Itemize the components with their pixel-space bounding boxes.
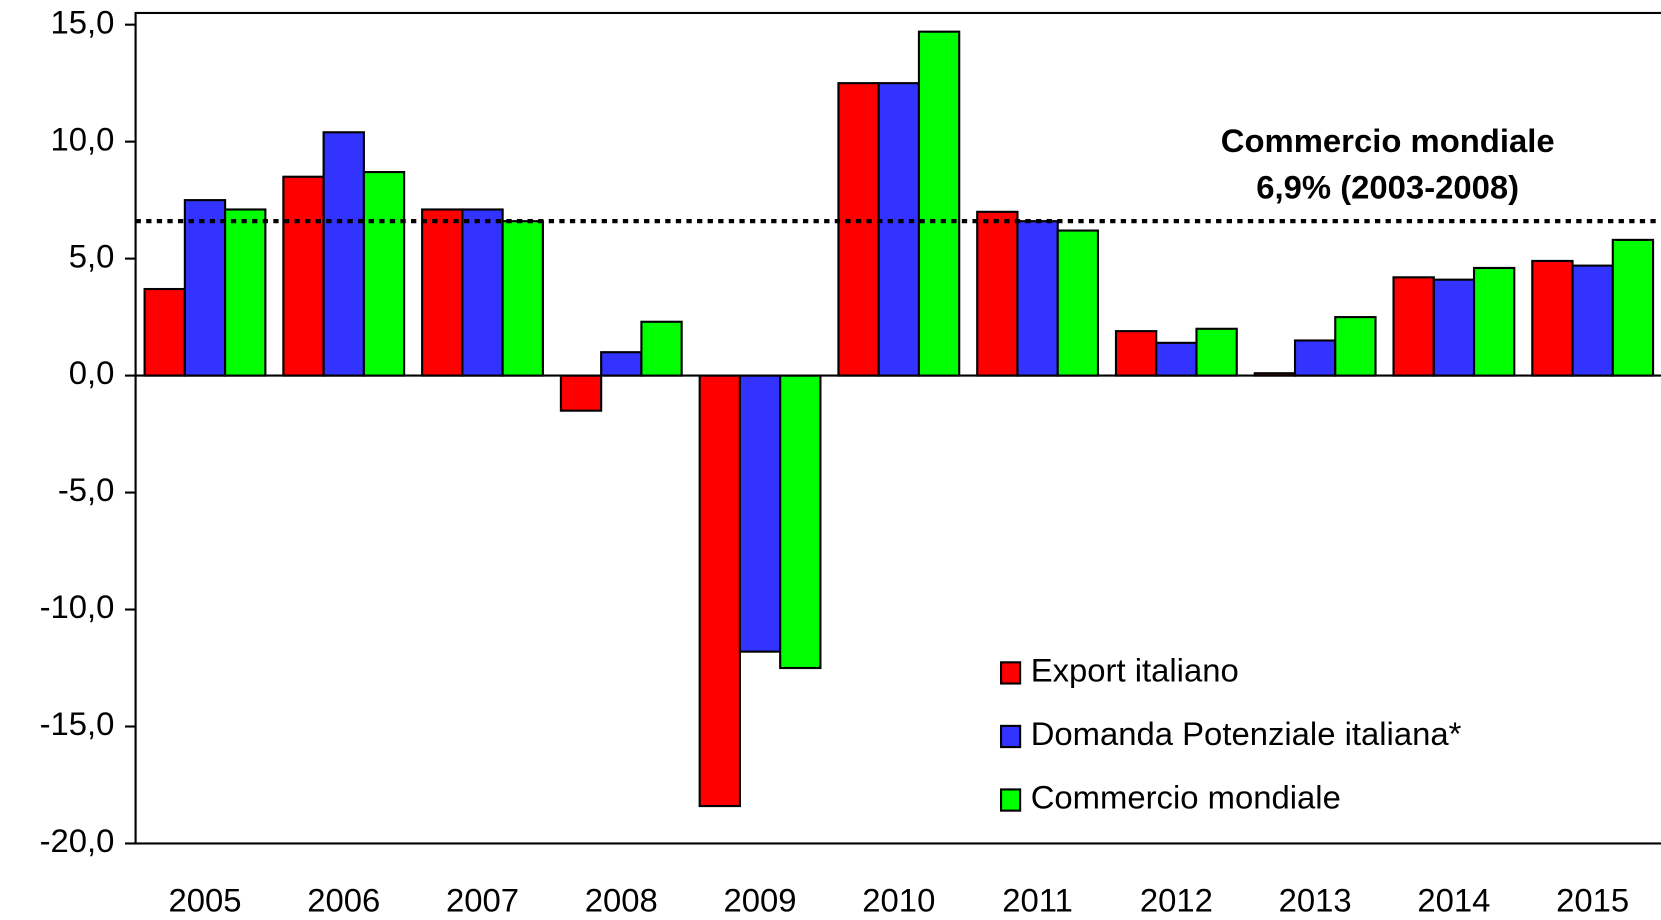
legend-label: Export italiano — [1031, 652, 1239, 689]
bar — [282, 175, 325, 377]
legend-swatch — [999, 661, 1022, 685]
y-tick-label: -5,0 — [58, 471, 115, 508]
bar — [976, 210, 1019, 377]
x-tick-label: 2015 — [1556, 881, 1629, 918]
legend-swatch — [999, 788, 1022, 812]
bar — [877, 82, 921, 377]
bar — [640, 320, 683, 377]
annotation: Commercio mondiale — [1221, 122, 1555, 159]
y-tick-label: 0,0 — [69, 354, 115, 391]
bar — [461, 208, 504, 377]
legend-label: Domanda Potenziale italiana* — [1031, 715, 1462, 752]
bar — [224, 208, 267, 377]
bar — [1472, 266, 1516, 377]
bar — [600, 351, 643, 377]
bar — [1392, 276, 1435, 377]
bar — [837, 82, 880, 377]
bar — [1114, 330, 1158, 377]
x-tick-label: 2006 — [307, 881, 380, 918]
bar — [917, 30, 961, 377]
bar — [143, 287, 186, 377]
x-tick-label: 2009 — [724, 881, 797, 918]
bar — [1531, 259, 1574, 377]
bar — [1155, 341, 1198, 377]
bar — [779, 374, 822, 670]
bar — [698, 374, 741, 808]
bar — [1432, 278, 1476, 377]
x-tick-label: 2008 — [585, 881, 658, 918]
x-tick-label: 2013 — [1279, 881, 1352, 918]
bar — [183, 199, 227, 377]
bar — [1293, 339, 1337, 377]
bar — [738, 374, 782, 653]
y-tick-label: 5,0 — [69, 237, 115, 274]
legend-label: Commercio mondiale — [1031, 779, 1341, 816]
y-tick-label: 15,0 — [50, 3, 114, 40]
y-tick-label: -20,0 — [40, 822, 115, 859]
bar — [421, 208, 464, 377]
annotation: 6,9% (2003-2008) — [1256, 169, 1519, 206]
bar — [1571, 264, 1614, 377]
x-tick-label: 2007 — [446, 881, 519, 918]
y-tick-label: -15,0 — [40, 705, 115, 742]
y-tick-label: 10,0 — [50, 120, 114, 157]
x-tick-label: 2014 — [1417, 881, 1490, 918]
y-tick-label: -10,0 — [40, 588, 115, 625]
plot-frame — [134, 11, 1661, 845]
x-tick-label: 2012 — [1140, 881, 1213, 918]
bar — [1016, 220, 1059, 377]
bar — [1334, 316, 1377, 377]
bar — [501, 220, 544, 377]
x-tick-label: 2010 — [862, 881, 935, 918]
bar — [362, 170, 406, 377]
x-tick-label: 2011 — [1002, 881, 1073, 918]
bar — [559, 374, 603, 412]
bar — [1056, 229, 1100, 377]
bar — [1195, 327, 1238, 377]
bar — [322, 131, 365, 377]
legend-swatch — [999, 724, 1022, 749]
bar — [1611, 238, 1655, 377]
x-tick-label: 2005 — [168, 881, 241, 918]
